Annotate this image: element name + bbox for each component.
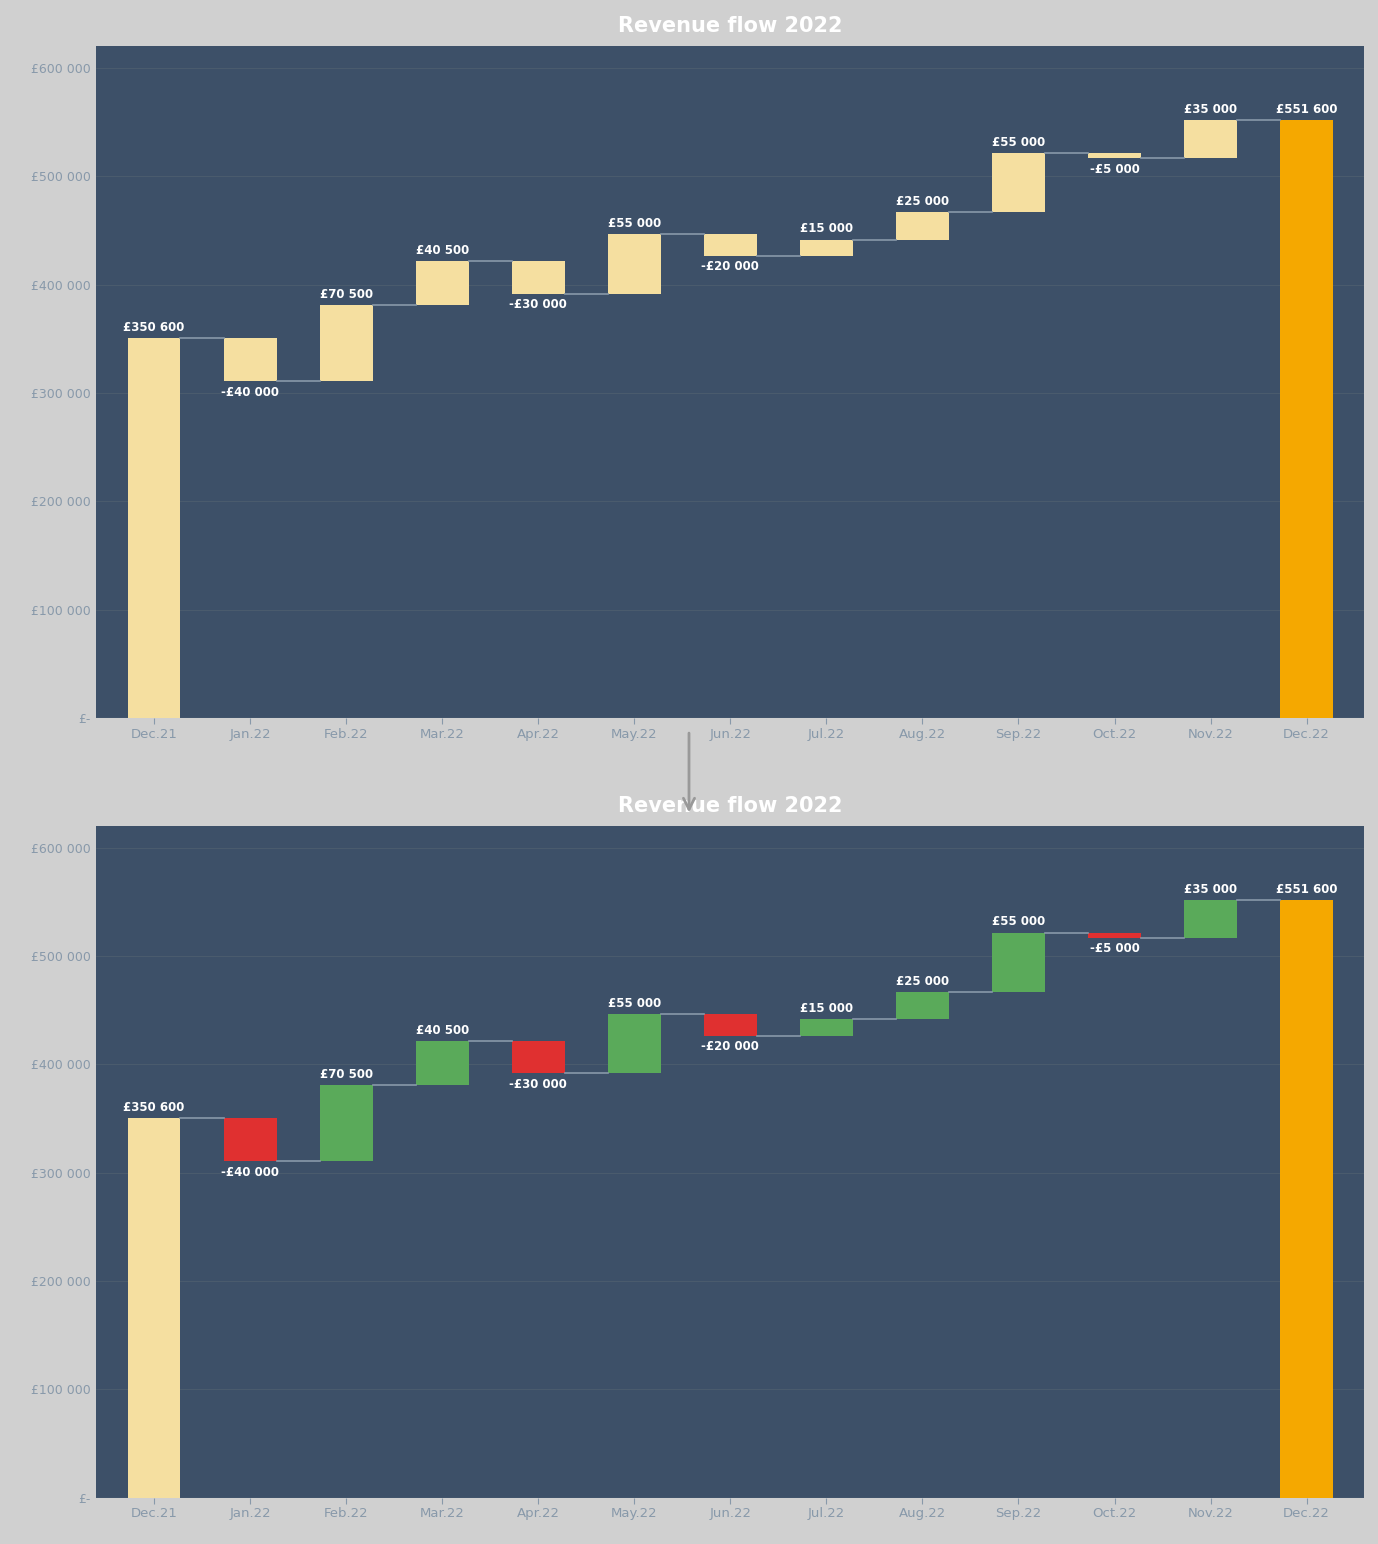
Text: £70 500: £70 500 (320, 1067, 372, 1081)
Text: -£40 000: -£40 000 (220, 386, 280, 398)
Text: £551 600: £551 600 (1276, 883, 1337, 896)
Bar (416, 261, 469, 306)
Bar (704, 1014, 757, 1036)
Bar (704, 235, 757, 256)
Bar (608, 1014, 660, 1073)
Text: -£20 000: -£20 000 (701, 259, 759, 273)
Text: £55 000: £55 000 (608, 216, 661, 230)
Bar (896, 213, 949, 239)
Text: £55 000: £55 000 (992, 916, 1045, 928)
Bar (1184, 120, 1237, 159)
Title: Revenue flow 2022: Revenue flow 2022 (619, 17, 842, 37)
Text: £15 000: £15 000 (799, 222, 853, 235)
Bar (608, 235, 660, 293)
Bar (511, 1041, 565, 1073)
Text: £350 600: £350 600 (124, 321, 185, 334)
Bar (1089, 153, 1141, 159)
Bar (128, 338, 181, 718)
Text: -£40 000: -£40 000 (220, 1166, 280, 1178)
Text: £350 600: £350 600 (124, 1101, 185, 1113)
Text: £15 000: £15 000 (799, 1002, 853, 1014)
Bar (801, 1019, 853, 1036)
Bar (896, 993, 949, 1019)
Bar (992, 933, 1045, 993)
Bar (223, 338, 277, 381)
Text: -£5 000: -£5 000 (1090, 942, 1140, 956)
Text: £55 000: £55 000 (608, 996, 661, 1010)
Bar (128, 1118, 181, 1498)
Bar (416, 1041, 469, 1085)
Bar (1280, 900, 1333, 1498)
Bar (992, 153, 1045, 213)
Text: £55 000: £55 000 (992, 136, 1045, 148)
Bar (320, 306, 372, 381)
Text: £70 500: £70 500 (320, 287, 372, 301)
Text: £35 000: £35 000 (1184, 103, 1237, 116)
Text: £25 000: £25 000 (896, 195, 949, 208)
Bar (1089, 933, 1141, 939)
Bar (1184, 900, 1237, 939)
Bar (801, 239, 853, 256)
Title: Revenue flow 2022: Revenue flow 2022 (619, 797, 842, 817)
Text: £40 500: £40 500 (416, 244, 469, 256)
Text: -£20 000: -£20 000 (701, 1039, 759, 1053)
Text: £35 000: £35 000 (1184, 883, 1237, 896)
Text: -£30 000: -£30 000 (510, 298, 568, 310)
Bar (1280, 120, 1333, 718)
Text: £40 500: £40 500 (416, 1024, 469, 1036)
Bar (223, 1118, 277, 1161)
Text: £551 600: £551 600 (1276, 103, 1337, 116)
Bar (511, 261, 565, 293)
Text: -£5 000: -£5 000 (1090, 162, 1140, 176)
Text: -£30 000: -£30 000 (510, 1078, 568, 1090)
Text: £25 000: £25 000 (896, 974, 949, 988)
Bar (320, 1085, 372, 1161)
